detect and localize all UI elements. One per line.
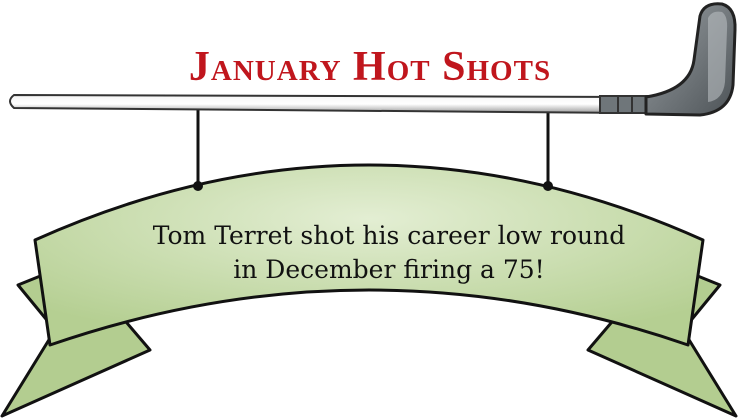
- grommet: [543, 181, 553, 191]
- club-hosel: [600, 96, 648, 113]
- page: {"title": "January Hot Shots", "body": […: [0, 0, 738, 418]
- hot-shots-banner: January Hot Shots Tom Terret shot his ca…: [0, 0, 738, 418]
- club-shaft: [10, 95, 640, 113]
- grommet: [193, 181, 203, 191]
- body-line: in December firing a 75!: [233, 255, 544, 284]
- title: January Hot Shots: [189, 44, 551, 90]
- body-line: Tom Terret shot his career low round: [153, 221, 625, 250]
